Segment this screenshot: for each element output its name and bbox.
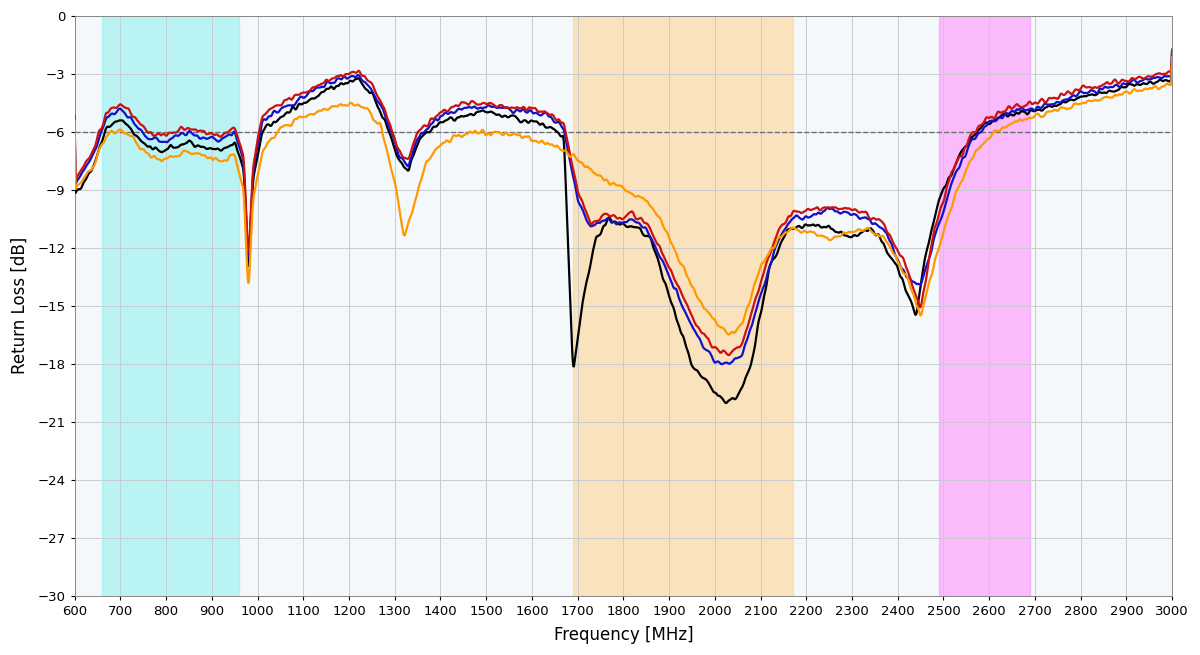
Y-axis label: Return Loss [dB]: Return Loss [dB]: [11, 237, 29, 375]
Bar: [574, 16, 792, 595]
Bar: [938, 16, 1031, 595]
X-axis label: Frequency [MHz]: Frequency [MHz]: [553, 626, 694, 644]
Bar: [102, 16, 239, 595]
